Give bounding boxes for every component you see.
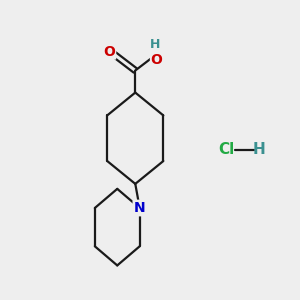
Text: Cl: Cl	[218, 142, 235, 158]
Text: H: H	[253, 142, 265, 158]
Text: O: O	[151, 52, 162, 67]
Text: O: O	[104, 45, 116, 59]
Text: H: H	[150, 38, 160, 51]
Text: N: N	[134, 201, 146, 215]
